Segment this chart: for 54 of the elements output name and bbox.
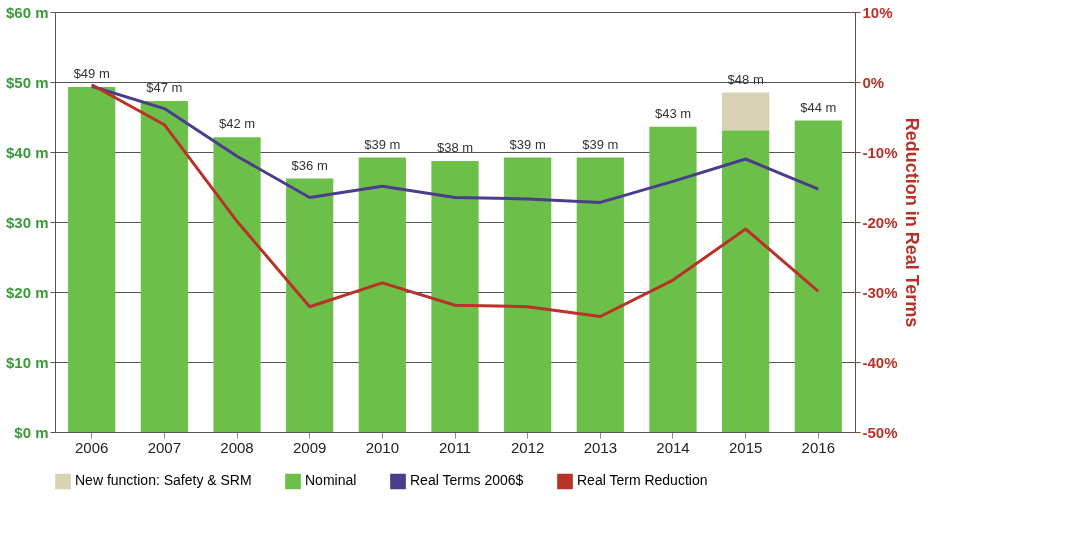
line-series	[90, 83, 820, 318]
y-tick-label: $30 m	[5, 213, 49, 231]
y-tick-label: $40 m	[5, 143, 49, 161]
x-tick-label: 2014	[656, 438, 690, 456]
total-label: $38 m	[436, 140, 474, 156]
total-label: $47 m	[146, 79, 183, 95]
total-label: $44 m	[800, 99, 837, 115]
y2-axis-title: Reduction in Real Terms	[901, 117, 922, 328]
y2-tick-label: -50%	[862, 423, 898, 441]
x-tick-label: 2009	[292, 438, 327, 456]
total-label: $43 m	[654, 105, 692, 121]
x-tick-label: 2011	[438, 438, 472, 456]
x-tick-label: 2013	[583, 438, 618, 456]
y-tick-label: $0 m	[14, 423, 49, 441]
x-tick-label: 2012	[510, 438, 545, 456]
bar	[286, 178, 334, 432]
total-label: $36 m	[291, 157, 328, 173]
bar	[140, 100, 188, 432]
y-tick-label: $60 m	[5, 3, 49, 21]
total-label: $39 m	[509, 136, 546, 152]
legend-label: Real Term Reduction	[577, 472, 708, 489]
bar	[213, 137, 261, 432]
legend-label: Real Terms 2006$	[410, 472, 524, 489]
x-tick-label: 2008	[220, 438, 254, 456]
total-label: $49 m	[73, 65, 110, 81]
x-tick-label: 2007	[147, 438, 182, 456]
total-label: $39 m	[582, 136, 619, 152]
bar	[794, 120, 842, 432]
legend-label: New function: Safety & SRM	[75, 472, 252, 489]
y2-tick-label: -30%	[862, 283, 898, 301]
x-tick-label: 2016	[801, 438, 835, 456]
bar	[576, 157, 624, 432]
bar	[68, 86, 116, 432]
y-tick-label: $20 m	[5, 283, 49, 301]
bar	[722, 92, 770, 131]
line-series	[90, 84, 820, 204]
y2-tick-label: 10%	[862, 3, 893, 21]
x-tick-label: 2015	[728, 438, 763, 456]
bar	[358, 157, 406, 432]
y-tick-label: $50 m	[5, 73, 49, 91]
y2-tick-label: -40%	[862, 353, 898, 371]
bar	[504, 157, 552, 432]
y2-tick-label: -20%	[862, 213, 898, 231]
bar	[431, 161, 479, 432]
y-tick-label: $10 m	[5, 353, 49, 371]
bar	[722, 130, 770, 432]
legend-label: Nominal	[305, 472, 357, 489]
bar	[649, 126, 697, 432]
x-tick-label: 2010	[365, 438, 400, 456]
x-tick-label: 2006	[75, 438, 109, 456]
y2-tick-label: 0%	[862, 73, 885, 91]
y2-tick-label: -10%	[862, 143, 898, 161]
total-label: $42 m	[218, 116, 256, 132]
total-label: $39 m	[364, 136, 401, 152]
